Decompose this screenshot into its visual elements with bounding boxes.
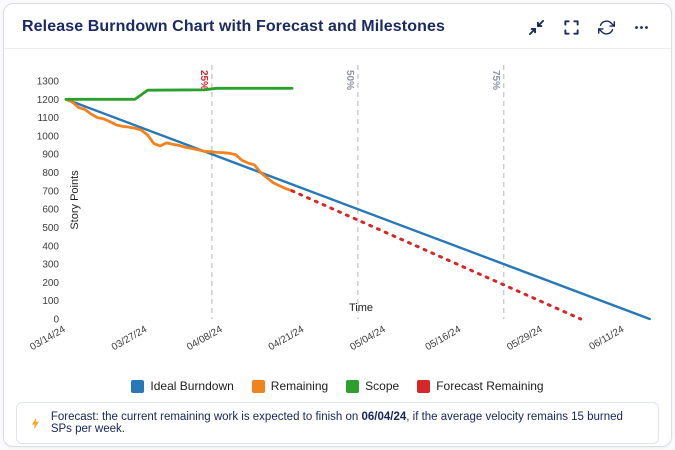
- y-tick-label: 800: [42, 168, 59, 179]
- legend-swatch-remaining: [251, 379, 265, 393]
- lightning-icon: [31, 417, 39, 429]
- legend-swatch-ideal-burndown: [131, 379, 145, 393]
- y-tick-label: 1300: [37, 77, 60, 88]
- more-options-icon[interactable]: [631, 17, 651, 37]
- legend-label: Remaining: [270, 379, 329, 393]
- x-axis-label: Time: [349, 302, 373, 314]
- series-line-scope: [64, 86, 294, 101]
- y-tick-label: 300: [42, 260, 59, 271]
- series-line-ideal-burndown: [64, 98, 651, 321]
- legend-item-remaining[interactable]: Remaining: [251, 379, 329, 393]
- x-tick-label: 06/11/24: [588, 324, 627, 353]
- y-tick-label: 600: [42, 205, 59, 216]
- forecast-text-before: Forecast: the current remaining work is …: [50, 411, 362, 423]
- y-tick-label: 1200: [37, 95, 60, 106]
- chart-legend: Ideal Burndown Remaining Scope Forecast Rem…: [4, 378, 671, 398]
- y-tick-label: 200: [42, 278, 59, 289]
- legend-item-scope[interactable]: Scope: [346, 379, 399, 393]
- y-tick-label: 100: [42, 296, 59, 307]
- y-tick-label: 900: [42, 150, 59, 161]
- forecast-note: Forecast: the current remaining work is …: [16, 402, 659, 444]
- refresh-icon[interactable]: [596, 17, 616, 37]
- y-tick-label: 1000: [37, 131, 60, 142]
- burndown-chart: 0 100 200 300 400 500 600 700 800 900 1000 1100 1200…: [4, 49, 671, 378]
- x-tick-label: 05/29/24: [505, 324, 545, 353]
- y-tick-label: 500: [42, 223, 59, 234]
- legend-label: Ideal Burndown: [150, 379, 234, 393]
- forecast-text: Forecast: the current remaining work is …: [51, 411, 646, 435]
- forecast-text-after: , if the average velocity remains 15 bur…: [50, 411, 623, 435]
- x-tick-label: 05/16/24: [424, 324, 464, 353]
- page-title: Release Burndown Chart with Forecast and…: [22, 18, 445, 35]
- y-tick-label: 0: [53, 315, 59, 326]
- x-tick-label: 03/27/24: [110, 324, 150, 353]
- fullscreen-icon[interactable]: [561, 17, 581, 37]
- burndown-widget: Release Burndown Chart with Forecast and…: [3, 3, 672, 447]
- legend-label: Forecast Remaining: [436, 379, 544, 393]
- y-tick-label: 700: [42, 186, 59, 197]
- legend-item-ideal-burndown[interactable]: Ideal Burndown: [131, 379, 234, 393]
- x-tick-label: 04/21/24: [267, 324, 307, 353]
- series-line-forecast-remaining: [290, 189, 583, 321]
- y-axis-label: Story Points: [69, 170, 81, 230]
- x-tick-label: 03/14/24: [28, 324, 68, 353]
- x-tick-label: 05/04/24: [348, 324, 388, 353]
- y-tick-label: 1100: [37, 113, 59, 124]
- x-tick-label: 04/08/24: [185, 324, 225, 353]
- legend-label: Scope: [365, 379, 400, 393]
- milestone-label: 75%: [490, 70, 501, 90]
- chart-canvas: 0 100 200 300 400 500 600 700 800 900 1000 1100 1200…: [28, 65, 651, 353]
- header-toolbar: [526, 17, 655, 37]
- legend-item-forecast-remaining[interactable]: Forecast Remaining: [417, 379, 544, 393]
- milestone-label: 25%: [198, 70, 209, 90]
- collapse-icon[interactable]: [526, 17, 546, 37]
- y-tick-label: 400: [42, 241, 59, 252]
- forecast-date: 06/04/24: [361, 411, 407, 423]
- series-line-remaining: [64, 97, 294, 193]
- legend-swatch-scope: [346, 379, 360, 393]
- legend-swatch-forecast-remaining: [417, 379, 431, 393]
- widget-header: Release Burndown Chart with Forecast and…: [4, 4, 671, 49]
- milestone-label: 50%: [344, 70, 355, 90]
